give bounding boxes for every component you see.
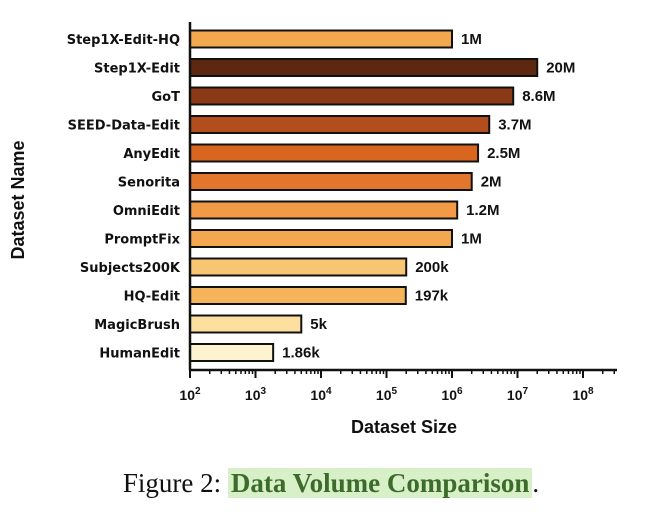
x-axis-title: Dataset Size [351,417,457,437]
axes-group [188,22,617,372]
bar [189,343,275,362]
category-label: Step1X-Edit-HQ [67,33,180,48]
value-label: 1M [461,31,482,48]
figure-caption: Figure 2: Data Volume Comparison. [0,468,662,499]
y-axis-title: Dataset Name [8,140,28,259]
value-label: 2M [481,174,502,191]
value-label: 8.6M [522,88,555,105]
value-label: 200k [415,259,449,276]
value-label: 1.86k [282,345,320,362]
category-label: MagicBrush [94,318,180,333]
value-labels-group: 1M 20M 8.6M 3.7M 2.5M 2M 1.2M 1M 200k 197k 5k 1.86k [282,31,575,362]
category-label: OmniEdit [113,204,180,219]
value-label: 3.7M [498,117,531,134]
category-labels-group: Step1X-Edit-HQ Step1X-Edit GoT SEED-Data-Ed… [67,33,181,362]
bar [189,229,453,248]
caption-prefix: Figure 2: [122,468,228,498]
value-label: 20M [546,60,575,77]
category-label: SEED-Data-Edit [68,119,180,134]
bar [189,286,407,305]
bar [189,58,539,77]
caption-suffix: . [532,468,540,498]
bar [189,172,473,191]
category-label: GoT [152,90,181,105]
x-tick-label: 102 [179,386,201,403]
x-tick-label: 106 [441,386,463,403]
category-label: PromptFix [104,233,180,248]
category-label: AnyEdit [123,147,180,162]
x-tick-label: 107 [507,386,529,403]
category-label: HQ-Edit [124,290,180,305]
category-label: Subjects200K [80,261,181,276]
bar [189,115,491,134]
bar [189,314,303,334]
value-label: 2.5M [487,145,520,162]
bar [189,257,408,277]
category-label: Senorita [118,176,180,191]
category-label: HumanEdit [99,347,180,362]
value-label: 1M [461,231,482,248]
x-ticks-group: 102 103 104 105 106 107 108 [179,370,616,403]
value-label: 5k [310,316,327,333]
bar [189,29,453,49]
bar-chart: Step1X-Edit-HQ Step1X-Edit GoT SEED-Data-Ed… [8,22,617,437]
bar [189,200,459,220]
category-label: Step1X-Edit [94,62,180,77]
x-tick-label: 104 [310,386,332,403]
bars-group [189,29,539,362]
x-tick-label: 103 [245,386,267,403]
bar [189,143,480,163]
x-tick-label: 108 [572,386,594,403]
value-label: 1.2M [466,202,499,219]
value-label: 197k [415,288,449,305]
x-tick-label: 105 [376,386,398,403]
bar [189,86,515,106]
caption-highlight: Data Volume Comparison [227,468,533,498]
